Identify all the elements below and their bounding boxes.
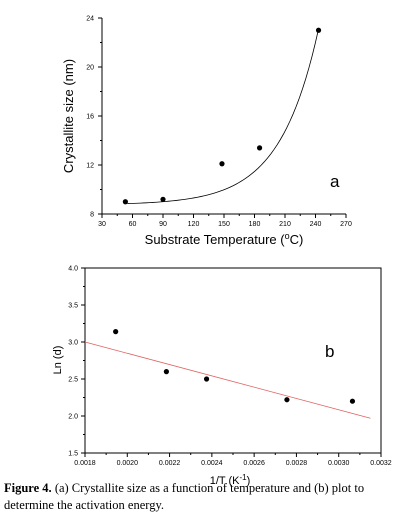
figure-caption: Figure 4. (a) Crystallite size as a func…: [4, 480, 408, 514]
panel-a-xtick-label: 180: [249, 221, 261, 228]
panel-a-data-point: [160, 196, 166, 202]
caption-label: Figure 4.: [4, 481, 52, 495]
panel-b-xtick-label: 0.0022: [159, 460, 181, 467]
panel-b-letter: b: [325, 342, 334, 361]
panel-b-xtick-label: 0.0028: [286, 460, 308, 467]
panel-b-ytick-label: 1.5: [68, 451, 78, 458]
panel-a-ytick-label: 16: [86, 114, 94, 121]
panel-a-data-point: [315, 27, 322, 33]
panel-b-data-point: [163, 369, 169, 375]
panel-a-xtick-label: 210: [279, 221, 291, 228]
panel-a-xtick-label: 120: [188, 221, 200, 228]
panel-a-ytick-label: 24: [86, 16, 94, 23]
panel-b-xtick-label: 0.0020: [117, 460, 139, 467]
panel-b-xtick-label: 0.0018: [74, 460, 96, 467]
panel-a-xtick-label: 30: [98, 221, 106, 228]
panel-a-data-point: [122, 199, 128, 205]
panel-b-xtick-label: 0.0032: [370, 460, 392, 467]
panel-a-plot-frame: [1, 1, 408, 251]
panel-a-xtick-label: 270: [340, 221, 352, 228]
panel-a-data-point: [219, 161, 225, 167]
panel-b-xtick-label: 0.0024: [201, 460, 223, 467]
panel-a-xtick-label: 150: [218, 221, 230, 228]
panel-b-data-point: [349, 398, 356, 404]
panel-b-data-point: [113, 329, 119, 335]
panel-b-xlabel: 1/T (K-1): [210, 473, 251, 487]
panel-b-ylabel: Ln (d): [52, 346, 64, 375]
panel-a-chart: 30 60 90 120 150 180 210 240 270 8 12 16 20 24 Cryst…: [1, 1, 408, 251]
panel-b-xtick-label: 0.0030: [328, 460, 350, 467]
panel-b-data-point: [284, 397, 290, 403]
panel-a-xtick-label: 90: [159, 221, 167, 228]
panel-a-xtick-label: 240: [310, 221, 322, 228]
panel-a-data-point: [256, 145, 263, 151]
panel-a-fit-curve: [127, 28, 319, 204]
panel-b-ytick-label: 3.0: [68, 340, 78, 347]
panel-b-ytick-label: 4.0: [68, 266, 78, 273]
caption-text: (a) Crystallite size as a function of te…: [4, 481, 365, 512]
panel-b-chart: 0.0018 0.0020 0.0022 0.0024 0.0026 0.0028 0.00…: [52, 266, 392, 488]
panel-b-data-point: [203, 376, 210, 382]
panel-a-ylabel: Crystallite size (nm): [61, 59, 76, 173]
panel-b-ytick-label: 2.5: [68, 377, 78, 384]
panel-b-fit-line: [84, 341, 371, 419]
panel-a-ytick-label: 20: [86, 65, 94, 72]
panel-b-xtick-label: 0.0026: [243, 460, 265, 467]
panel-b-plot-frame: [84, 267, 382, 454]
panel-a-xlabel: Substrate Temperature (oC): [145, 231, 304, 247]
panel-a-letter: a: [330, 172, 340, 191]
panel-b-ytick-label: 3.5: [68, 303, 78, 310]
panel-a-ytick-label: 12: [86, 163, 94, 170]
panel-a-xtick-label: 60: [129, 221, 137, 228]
panel-a-ytick-label: 8: [90, 212, 94, 219]
panel-b-ytick-label: 2.0: [68, 414, 78, 421]
